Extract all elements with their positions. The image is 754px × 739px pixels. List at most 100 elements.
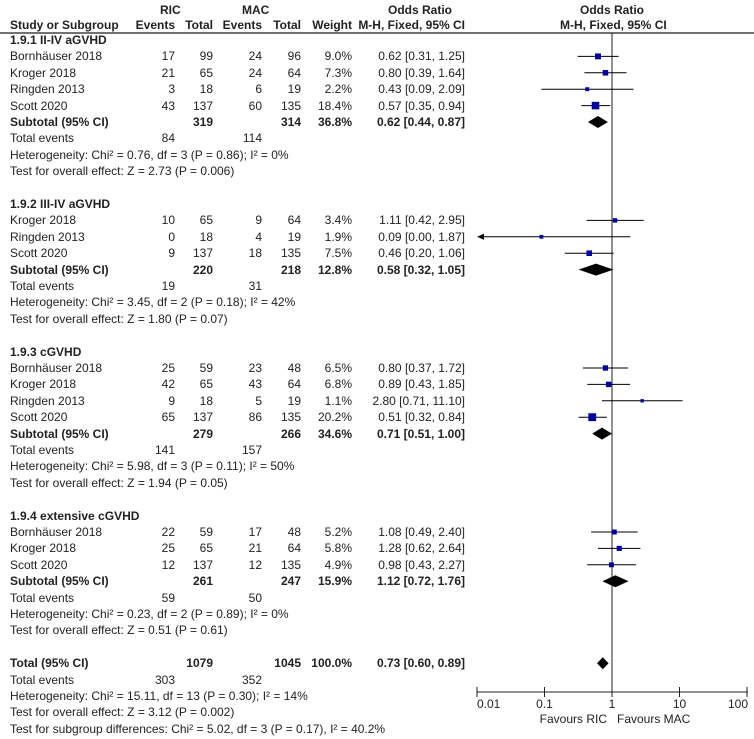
header-total-2: Total	[273, 18, 301, 32]
study-weight: 2.2%	[324, 82, 352, 97]
study-n1: 137	[192, 557, 213, 572]
x-tick-label: 0.01	[477, 697, 501, 711]
header-or-method: M-H, Fixed, 95% CI	[358, 18, 465, 32]
study-n2: 135	[280, 410, 301, 425]
heterogeneity-text: Heterogeneity: Chi² = 0.76, df = 3 (P = …	[10, 147, 289, 162]
header-group1: RIC	[160, 3, 181, 17]
study-n1: 65	[199, 541, 213, 556]
study-e2: 6	[255, 82, 262, 97]
subtotal-n1: 261	[192, 574, 213, 589]
study-e1: 25	[161, 541, 175, 556]
total-events-label: Total events	[10, 279, 75, 293]
study-ci: 0.09 [0.00, 1.87]	[378, 229, 465, 244]
header-or-title: Odds Ratio	[387, 3, 452, 17]
study-e2: 24	[248, 65, 262, 80]
study-n2: 19	[287, 229, 301, 244]
subtotal-n2: 266	[280, 426, 301, 441]
study-ci: 0.46 [0.20, 1.06]	[378, 246, 465, 261]
section-title: 1.9.3 cGVHD	[10, 344, 82, 359]
study-ci: 1.11 [0.42, 2.95]	[379, 213, 465, 228]
subtotal-ci: 0.58 [0.32, 1.05]	[376, 262, 465, 277]
study-e2: 4	[255, 229, 262, 244]
overall-effect-text: Test for overall effect: Z = 0.51 (P = 0…	[10, 623, 228, 638]
study-name: Bornhäuser 2018	[10, 49, 103, 64]
header-plot-method: M-H, Fixed, 95% CI	[560, 18, 667, 32]
subtotal-ci: 0.71 [0.51, 1.00]	[376, 426, 465, 441]
total-label: Total (95% CI)	[10, 656, 89, 671]
study-e2: 21	[248, 541, 262, 556]
subtotal-n1: 319	[192, 115, 213, 129]
total-events-label: Total events	[10, 131, 75, 146]
study-e2: 9	[255, 213, 262, 228]
subgroup-differences-text: Test for subgroup differences: Chi² = 5.…	[10, 721, 386, 736]
x-tick-label: 0.1	[536, 697, 553, 711]
study-weight: 7.5%	[324, 246, 352, 261]
total-events-2: 157	[241, 443, 262, 457]
study-n1: 137	[192, 410, 213, 425]
study-n1: 59	[199, 525, 213, 539]
study-weight: 1.9%	[324, 229, 352, 244]
study-e2: 23	[248, 361, 262, 375]
study-square	[602, 70, 609, 76]
study-e1: 3	[168, 82, 175, 97]
study-n1: 65	[199, 213, 213, 228]
subtotal-ci: 0.62 [0.44, 0.87]	[376, 115, 465, 129]
study-square	[602, 365, 609, 371]
study-e2: 17	[248, 525, 262, 539]
subtotal-weight: 34.6%	[317, 426, 352, 441]
total-events-label: Total events	[10, 443, 75, 457]
study-square	[608, 562, 614, 568]
study-weight: 6.8%	[324, 377, 352, 392]
study-e1: 42	[161, 377, 175, 392]
total-diamond	[597, 657, 609, 670]
overall-effect-text: Test for overall effect: Z = 3.12 (P = 0…	[10, 705, 235, 720]
header-total-1: Total	[185, 18, 213, 32]
study-ci: 0.98 [0.43, 2.27]	[378, 557, 465, 572]
study-n2: 64	[287, 65, 301, 80]
study-ci: 1.08 [0.49, 2.40]	[378, 525, 465, 539]
header-plot-title: Odds Ratio	[579, 3, 644, 17]
study-ci: 0.57 [0.35, 0.94]	[378, 98, 465, 113]
total-weight: 100.0%	[311, 656, 352, 671]
study-ci: 0.51 [0.32, 0.84]	[378, 410, 465, 425]
study-n2: 135	[280, 98, 301, 113]
study-square	[588, 413, 597, 422]
section-title: 1.9.2 III-IV aGVHD	[10, 197, 111, 211]
study-n2: 135	[280, 246, 301, 261]
study-weight: 3.4%	[324, 213, 352, 228]
study-n2: 19	[287, 393, 301, 408]
study-n2: 64	[287, 541, 301, 556]
study-ci: 0.43 [0.09, 2.09]	[378, 82, 465, 97]
study-n1: 137	[192, 98, 213, 113]
study-name: Scott 2020	[10, 410, 68, 425]
subtotal-label: Subtotal (95% CI)	[10, 115, 109, 129]
heterogeneity-text: Heterogeneity: Chi² = 3.45, df = 2 (P = …	[10, 295, 296, 310]
favours-right-label: Favours MAC	[617, 712, 691, 726]
subtotal-ci: 1.12 [0.72, 1.76]	[376, 574, 465, 589]
study-ci: 0.89 [0.43, 1.85]	[378, 377, 465, 392]
subtotal-diamond	[602, 575, 629, 588]
study-e2: 60	[248, 98, 262, 113]
total-n2: 1045	[274, 656, 301, 671]
study-weight: 6.5%	[324, 361, 352, 375]
subtotal-n2: 218	[280, 262, 301, 277]
overall-effect-text: Test for overall effect: Z = 1.80 (P = 0…	[10, 311, 228, 326]
study-ci: 0.62 [0.31, 1.25]	[378, 49, 465, 64]
study-e2: 18	[248, 246, 262, 261]
study-weight: 9.0%	[324, 49, 352, 64]
study-e1: 21	[161, 65, 175, 80]
overall-effect-text: Test for overall effect: Z = 1.94 (P = 0…	[10, 475, 228, 490]
favours-left-label: Favours RIC	[539, 712, 607, 726]
study-square	[585, 87, 590, 92]
study-ci: 0.80 [0.37, 1.72]	[378, 361, 465, 375]
study-square	[605, 381, 612, 388]
study-n1: 65	[199, 65, 213, 80]
study-name: Kroger 2018	[10, 65, 77, 80]
study-e1: 12	[161, 557, 175, 572]
study-e1: 17	[161, 49, 175, 64]
subtotal-diamond	[587, 116, 608, 128]
study-weight: 7.3%	[324, 65, 352, 80]
subtotal-label: Subtotal (95% CI)	[10, 262, 109, 277]
subtotal-weight: 12.8%	[317, 262, 352, 277]
study-e2: 24	[248, 49, 262, 64]
